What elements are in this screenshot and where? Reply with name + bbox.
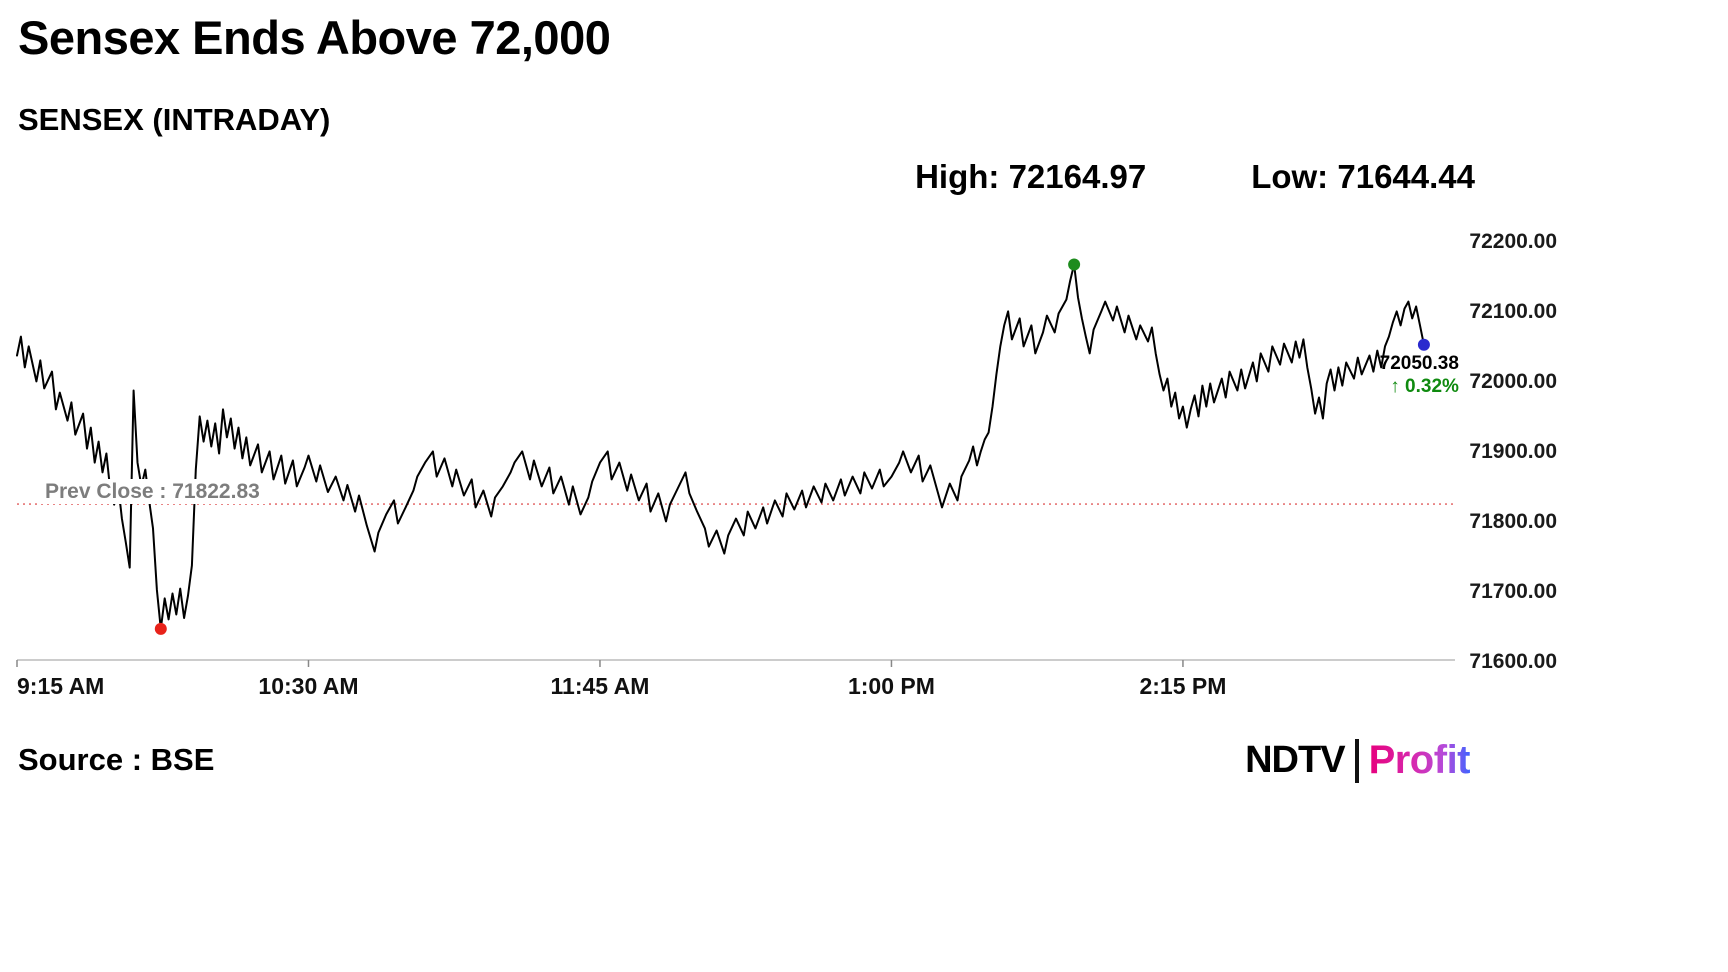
low-stat: Low: 71644.44 — [1251, 158, 1475, 196]
svg-text:71800.00: 71800.00 — [1469, 510, 1557, 533]
low-label: Low: — [1251, 158, 1329, 195]
page-title: Sensex Ends Above 72,000 — [18, 11, 611, 64]
ndtv-profit-logo: NDTV Profit — [1245, 738, 1471, 783]
prev-close-label: Prev Close : 71822.83 — [37, 479, 268, 505]
svg-text:72200.00: 72200.00 — [1469, 230, 1557, 253]
svg-text:71600.00: 71600.00 — [1469, 650, 1557, 673]
up-arrow-icon: ↑ — [1390, 375, 1400, 397]
last-change-label: ↑ 0.32% — [1304, 376, 1459, 398]
last-change-pct: 0.32% — [1405, 375, 1459, 397]
ndtv-wordmark: NDTV — [1245, 739, 1345, 781]
high-value: 72164.97 — [1008, 158, 1147, 195]
high-stat: High: 72164.97 — [915, 158, 1146, 196]
svg-text:1:00 PM: 1:00 PM — [848, 673, 935, 699]
svg-text:71900.00: 71900.00 — [1469, 440, 1557, 463]
svg-text:10:30 AM: 10:30 AM — [258, 673, 358, 699]
intraday-line-chart: 9:15 AM 10:30 AM 11:45 AM 1:00 PM 2:15 PM 722… — [16, 230, 1557, 699]
last-price-label: 72050.38 — [1379, 352, 1459, 374]
high-label: High: — [915, 158, 1000, 195]
logo-separator-bar — [1354, 738, 1359, 783]
svg-text:11:45 AM: 11:45 AM — [551, 673, 650, 699]
svg-text:72100.00: 72100.00 — [1469, 300, 1557, 323]
svg-text:72000.00: 72000.00 — [1469, 370, 1557, 393]
svg-text:71700.00: 71700.00 — [1469, 580, 1557, 603]
chart-subtitle: SENSEX (INTRADAY) — [18, 102, 331, 137]
svg-text:2:15 PM: 2:15 PM — [1139, 673, 1226, 699]
intraday-chart: 9:15 AM 10:30 AM 11:45 AM 1:00 PM 2:15 PM 722… — [15, 222, 1560, 722]
high-low-row: High: 72164.97 Low: 71644.44 — [0, 158, 1475, 196]
source-label: Source : BSE — [18, 742, 215, 777]
low-value: 71644.44 — [1337, 158, 1475, 195]
profit-wordmark: Profit — [1368, 738, 1471, 782]
svg-text:9:15 AM: 9:15 AM — [17, 673, 104, 699]
